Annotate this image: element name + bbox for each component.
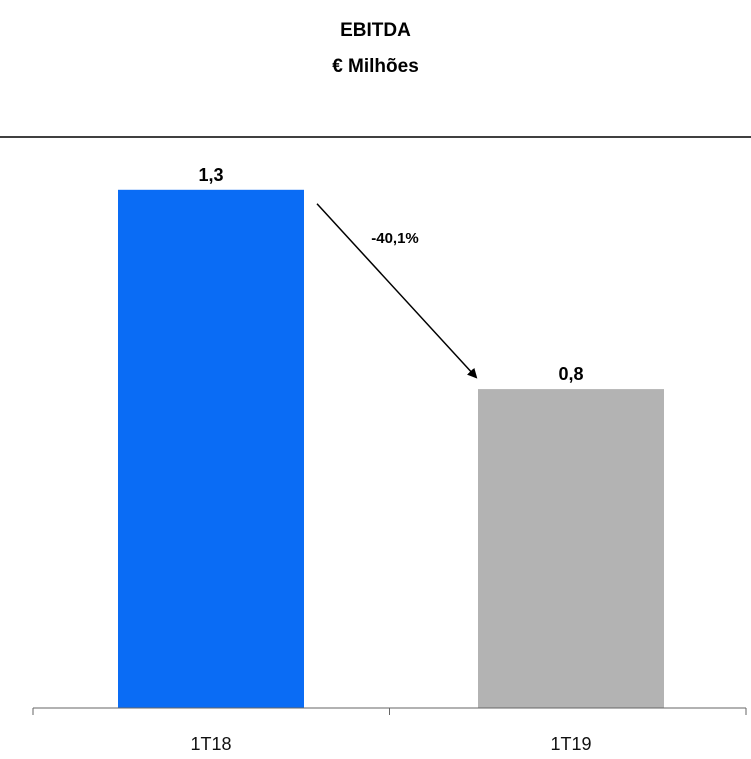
data-label-1t18: 1,3 bbox=[198, 165, 223, 185]
bar-1t18 bbox=[118, 189, 304, 709]
change-label: -40,1% bbox=[371, 230, 419, 247]
chart-subtitle: € Milhões bbox=[332, 56, 419, 77]
chart-title: EBITDA bbox=[340, 20, 411, 41]
change-arrow bbox=[316, 203, 478, 379]
x-tick-label-1t18: 1T18 bbox=[190, 734, 231, 754]
x-tick-label-1t19: 1T19 bbox=[550, 734, 591, 754]
plot-area: 1,3 1T18 0,8 1T19 -40,1% bbox=[32, 165, 747, 754]
bar-1t19 bbox=[478, 389, 664, 708]
data-label-1t19: 0,8 bbox=[558, 364, 583, 384]
